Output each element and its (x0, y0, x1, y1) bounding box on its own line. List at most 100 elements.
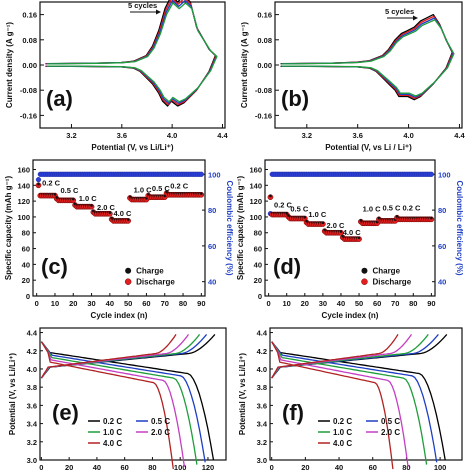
x-tick-label-f-0: 0 (270, 463, 274, 472)
discharge-curve-e-2 (40, 341, 198, 465)
rate-label-c-5: 1.0 C (134, 185, 153, 194)
x-tick-label-d-3: 30 (319, 299, 327, 308)
x-tick-label-d-0: 0 (267, 299, 271, 308)
charge-curve-e-0 (40, 333, 216, 379)
y-tick-label-a-4: -0.16 (20, 111, 37, 120)
y-tick-label-d-6: 120 (249, 197, 262, 206)
y-right-tick-label-d-1: 60 (438, 242, 446, 251)
legend-label-e-0: 0.2 C (103, 417, 122, 426)
y-tick-label-d-0: 0 (258, 292, 262, 301)
x-tick-label-c-4: 40 (106, 299, 114, 308)
charge-point-c-1 (37, 182, 40, 186)
x-tick-label-d-2: 20 (301, 299, 309, 308)
legend-label-e-3: 2.0 C (151, 428, 170, 437)
y-tick-label-d-8: 160 (249, 165, 262, 174)
efficiency-point-c-1 (35, 177, 42, 183)
y-tick-label-c-3: 60 (22, 245, 30, 254)
annotation-a: 5 cycles (128, 1, 157, 10)
rate-label-d-6: 0.5 C (383, 204, 402, 213)
x-tick-label-e-6: 120 (202, 463, 215, 472)
y-right-axis-label-d: Coulombic efficiency (%) (455, 180, 464, 275)
y-axis-label-a: Current density (A g⁻¹) (5, 22, 14, 108)
charge-curve-e-1 (40, 333, 208, 379)
legend-marker-discharge-d (361, 278, 368, 285)
x-tick-label-a-3: 4.4 (217, 131, 228, 140)
chart-f: 0 20 40 60 80 100 3.0 3.2 3.4 3.6 3.8 4.0 4.2 4.4 Pote… (238, 327, 463, 472)
y-axis-label-f: Potential (V, vs Li/Li⁺) (238, 353, 247, 436)
x-tick-label-c-1: 10 (51, 299, 59, 308)
rate-label-c-2: 1.0 C (79, 194, 98, 203)
annotation-b: 5 cycles (385, 7, 414, 16)
y-tick-label-f-6: 4.2 (257, 347, 267, 356)
discharge-curve-f-3 (271, 341, 409, 467)
x-tick-label-a-0: 3.2 (66, 131, 76, 140)
rate-label-c-1: 0.5 C (60, 186, 79, 195)
y-tick-label-c-0: 0 (26, 292, 30, 301)
x-tick-label-d-6: 60 (373, 299, 381, 308)
cv-curve-a-3 (46, 2, 218, 103)
rate-label-c-0: 0.2 C (42, 178, 61, 187)
chart-e: 0 20 40 60 80 100 120 3.0 3.2 3.4 3.6 3.8 4.0 4.2 4.4 P… (8, 327, 227, 472)
x-tick-label-e-0: 0 (39, 463, 43, 472)
x-tick-label-c-8: 80 (179, 299, 187, 308)
rate-label-d-5: 1.0 C (363, 204, 382, 213)
x-tick-label-e-3: 60 (120, 463, 128, 472)
x-tick-label-c-2: 20 (69, 299, 77, 308)
x-tick-label-f-4: 80 (402, 463, 410, 472)
x-tick-label-c-3: 30 (87, 299, 95, 308)
plot-frame-d (264, 159, 436, 297)
chart-b: 3.2 3.6 4.0 4.4 0.16 0.08 0.00 -0.08 -0.16 Potent… (240, 1, 465, 152)
x-tick-label-f-1: 20 (301, 463, 309, 472)
x-tick-label-d-7: 70 (391, 299, 399, 308)
panel-label-c: (c) (41, 254, 68, 279)
charge-point-c-90 (200, 192, 203, 195)
efficiency-point-c-90 (198, 171, 204, 177)
discharge-curve-e-0 (40, 341, 215, 461)
discharge-curve-f-0 (271, 341, 446, 461)
y-tick-label-c-5: 100 (17, 213, 30, 222)
charge-point-d-40 (339, 230, 343, 233)
charge-point-d-1 (269, 194, 272, 198)
x-axis-label-b: Potential (V, vs Li / Li⁺) (325, 143, 412, 152)
charge-point-c-40 (108, 211, 112, 214)
legend-label-e-1: 0.5 C (151, 417, 170, 426)
y-right-axis-label-c: Coulombic efficiency (%) (225, 180, 234, 275)
x-tick-label-c-5: 50 (124, 299, 132, 308)
y-tick-label-e-6: 4.2 (27, 347, 37, 356)
y-tick-label-b-1: 0.08 (257, 36, 272, 45)
rate-label-c-6: 0.5 C (152, 184, 171, 193)
charge-point-d-50 (357, 236, 361, 240)
x-tick-label-d-4: 40 (337, 299, 345, 308)
rate-label-d-2: 1.0 C (308, 210, 327, 219)
charge-point-d-20 (303, 216, 307, 219)
rate-label-d-7: 0.2 C (402, 204, 421, 213)
legend-label-f-1: 0.5 C (381, 417, 400, 426)
efficiency-point-d-90 (428, 171, 434, 177)
panel-label-b: (b) (281, 86, 309, 111)
y-tick-label-d-1: 20 (254, 276, 262, 285)
y-right-tick-label-c-2: 80 (208, 206, 216, 215)
legend-label-f-2: 1.0 C (333, 428, 352, 437)
x-tick-label-f-2: 40 (335, 463, 343, 472)
x-tick-label-c-0: 0 (35, 299, 39, 308)
legend-label-e-2: 1.0 C (103, 428, 122, 437)
x-axis-label-d: Cycle index (n) (322, 311, 379, 320)
y-axis-label-d: Specific capacity (mAh g⁻¹) (236, 176, 245, 281)
plot-frame-e (39, 327, 227, 461)
discharge-curve-e-4 (40, 341, 174, 470)
rate-label-d-4: 4.0 C (343, 228, 362, 237)
rate-label-d-0: 0.2 C (274, 200, 293, 209)
x-tick-label-f-5: 100 (434, 463, 447, 472)
y-right-tick-label-d-2: 80 (438, 206, 446, 215)
x-tick-label-e-1: 20 (65, 463, 73, 472)
x-tick-label-d-8: 80 (409, 299, 417, 308)
y-tick-label-d-2: 40 (254, 260, 262, 269)
y-tick-label-d-5: 100 (249, 213, 262, 222)
y-tick-label-a-1: 0.08 (22, 36, 37, 45)
x-tick-label-e-4: 80 (148, 463, 156, 472)
y-tick-label-c-4: 80 (22, 229, 30, 238)
y-tick-label-a-2: 0.00 (22, 61, 37, 70)
x-tick-label-d-1: 10 (283, 299, 291, 308)
rate-label-c-7: 0.2 C (170, 181, 189, 190)
legend-label-e-4: 4.0 C (103, 439, 122, 448)
